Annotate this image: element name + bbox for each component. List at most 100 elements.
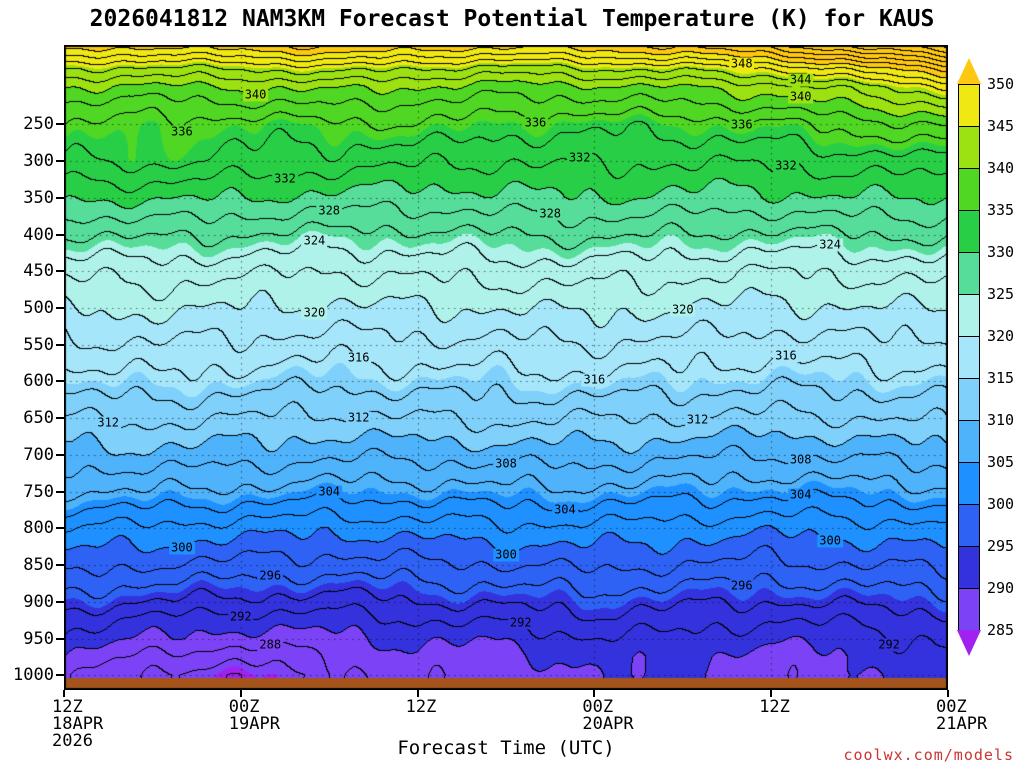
colorbar-band [958,168,980,211]
y-tick-mark [56,674,64,677]
contour-label: 304 [787,487,814,502]
colorbar-arrow-bottom [957,630,981,656]
contour-label: 344 [787,72,814,87]
watermark: coolwx.com/models [843,746,1014,764]
y-tick-mark [56,270,64,273]
y-tick-mark [56,453,64,456]
y-tick-mark [56,417,64,420]
y-tick-label: 550 [23,334,54,355]
x-tick-mark [63,690,65,697]
contour-label: 336 [169,124,195,139]
contour-plot-canvas [64,45,948,690]
colorbar-arrow-top [957,58,981,84]
x-tick-label: 00Z 21APR [936,697,988,734]
contour-label: 292 [507,615,534,630]
colorbar-tick-label: 300 [987,495,1015,513]
x-tick-label: 12Z [405,697,437,717]
y-tick-mark [56,380,64,383]
contour-label: 296 [728,578,755,593]
y-tick-mark [56,343,64,346]
colorbar-band [958,420,980,463]
plot-area: 348 344 340 340 336 336 336 332 332 332 328 328 324 3… [64,45,948,690]
colorbar-tick-label: 310 [987,411,1015,429]
contour-label: 292 [227,609,254,624]
colorbar-tick-label: 285 [987,621,1015,639]
x-axis-title: Forecast Time (UTC) [397,737,615,759]
y-tick-label: 400 [23,224,54,245]
y-tick-label: 900 [23,591,54,612]
colorbar-band [958,252,980,295]
contour-label: 292 [876,637,902,652]
x-tick-label: 12Z [759,697,790,717]
page-title: 2026041812 NAM3KM Forecast Potential Tem… [89,6,935,32]
colorbar-tick-label: 330 [987,243,1015,261]
x-tick-mark [947,690,949,697]
y-tick-mark [56,490,64,493]
contour-label: 324 [817,237,843,252]
contour-label: 316 [345,350,372,365]
x-tick-mark [593,690,596,697]
y-tick-label: 250 [23,114,54,135]
x-tick-mark [239,690,242,697]
y-tick-label: 750 [23,481,54,502]
y-tick-mark [56,160,64,163]
colorbar-tick-label: 290 [987,579,1015,597]
contour-label: 340 [787,89,814,104]
colorbar-tick-label: 320 [987,327,1015,345]
y-tick-mark [56,123,64,126]
colorbar-tick-label: 350 [987,75,1015,93]
y-tick-mark [56,600,64,603]
y-tick-label: 950 [23,628,54,649]
contour-label: 316 [773,348,799,363]
contour-label: 336 [522,115,549,130]
contour-label: 308 [493,456,519,471]
colorbar-band [958,588,980,631]
contour-label: 320 [301,305,328,320]
colorbar-band [958,294,980,337]
colorbar-tick-label: 305 [987,453,1015,471]
contour-label: 336 [728,117,755,132]
y-tick-label: 600 [23,371,54,392]
contour-label: 316 [581,372,608,387]
y-tick-mark [56,527,64,530]
contour-label: 312 [95,415,122,430]
contour-label: 320 [669,302,696,317]
y-tick-mark [56,306,64,309]
colorbar-tick-label: 325 [987,285,1015,303]
contour-label: 328 [537,206,564,221]
y-tick-label: 500 [23,297,54,318]
colorbar-band [958,84,980,127]
colorbar-band [958,504,980,547]
contour-label: 340 [242,87,269,102]
contour-label: 288 [257,637,284,652]
contour-label: 304 [552,502,578,517]
contour-label: 332 [773,158,799,173]
colorbar-band [958,336,980,379]
y-tick-label: 700 [23,444,54,465]
y-tick-label: 1000 [13,665,54,686]
colorbar-band [958,462,980,505]
x-tick-label: 12Z 18APR 2026 [52,697,104,751]
y-tick-mark [56,637,64,640]
y-tick-label: 850 [23,555,54,576]
y-tick-label: 650 [23,408,54,429]
contour-label: 300 [169,540,195,555]
contour-label: 324 [301,233,328,248]
y-tick-mark [56,196,64,199]
y-tick-label: 800 [23,518,54,539]
x-tick-mark [770,690,773,697]
contour-label: 312 [345,410,372,425]
contour-label: 300 [493,547,519,562]
contour-label: 304 [316,484,343,499]
contour-label: 328 [316,203,343,218]
contour-label: 312 [684,412,711,427]
contour-label: 296 [257,568,284,583]
contour-label: 308 [787,452,814,467]
colorbar-band [958,126,980,169]
colorbar-bands [958,84,980,631]
colorbar-tick-label: 345 [987,117,1015,135]
x-tick-label: 00Z 19APR [228,697,280,734]
y-tick-mark [56,564,64,567]
y-tick-label: 450 [23,261,54,282]
